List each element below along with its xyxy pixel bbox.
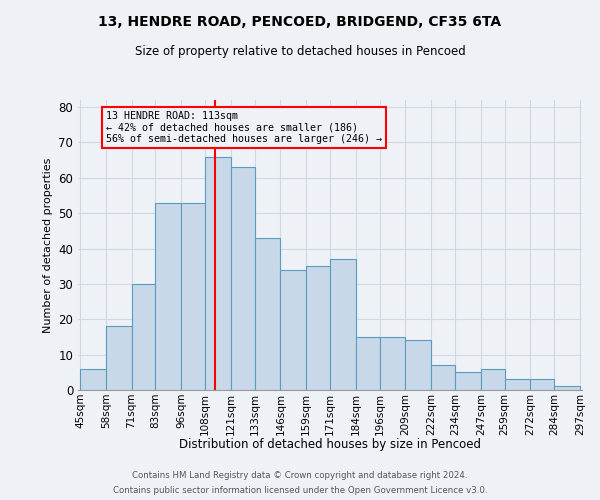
Bar: [306, 266, 330, 390]
Bar: [554, 386, 580, 390]
Bar: [280, 270, 306, 390]
Bar: [254, 238, 280, 390]
Bar: [181, 202, 205, 390]
Bar: [330, 259, 356, 390]
Bar: [406, 340, 431, 390]
Bar: [431, 365, 455, 390]
Bar: [106, 326, 131, 390]
Text: Contains public sector information licensed under the Open Government Licence v3: Contains public sector information licen…: [113, 486, 487, 495]
Text: Size of property relative to detached houses in Pencoed: Size of property relative to detached ho…: [134, 45, 466, 58]
Bar: [231, 167, 254, 390]
Bar: [356, 337, 380, 390]
Y-axis label: Number of detached properties: Number of detached properties: [43, 158, 53, 332]
Text: 13, HENDRE ROAD, PENCOED, BRIDGEND, CF35 6TA: 13, HENDRE ROAD, PENCOED, BRIDGEND, CF35…: [98, 15, 502, 29]
Bar: [481, 369, 505, 390]
Bar: [505, 380, 530, 390]
Text: 13 HENDRE ROAD: 113sqm
← 42% of detached houses are smaller (186)
56% of semi-de: 13 HENDRE ROAD: 113sqm ← 42% of detached…: [106, 110, 382, 144]
Text: Contains HM Land Registry data © Crown copyright and database right 2024.: Contains HM Land Registry data © Crown c…: [132, 471, 468, 480]
Bar: [205, 156, 231, 390]
Bar: [455, 372, 481, 390]
X-axis label: Distribution of detached houses by size in Pencoed: Distribution of detached houses by size …: [179, 438, 481, 450]
Bar: [80, 369, 106, 390]
Bar: [155, 202, 181, 390]
Bar: [131, 284, 155, 390]
Bar: [380, 337, 406, 390]
Bar: [530, 380, 554, 390]
